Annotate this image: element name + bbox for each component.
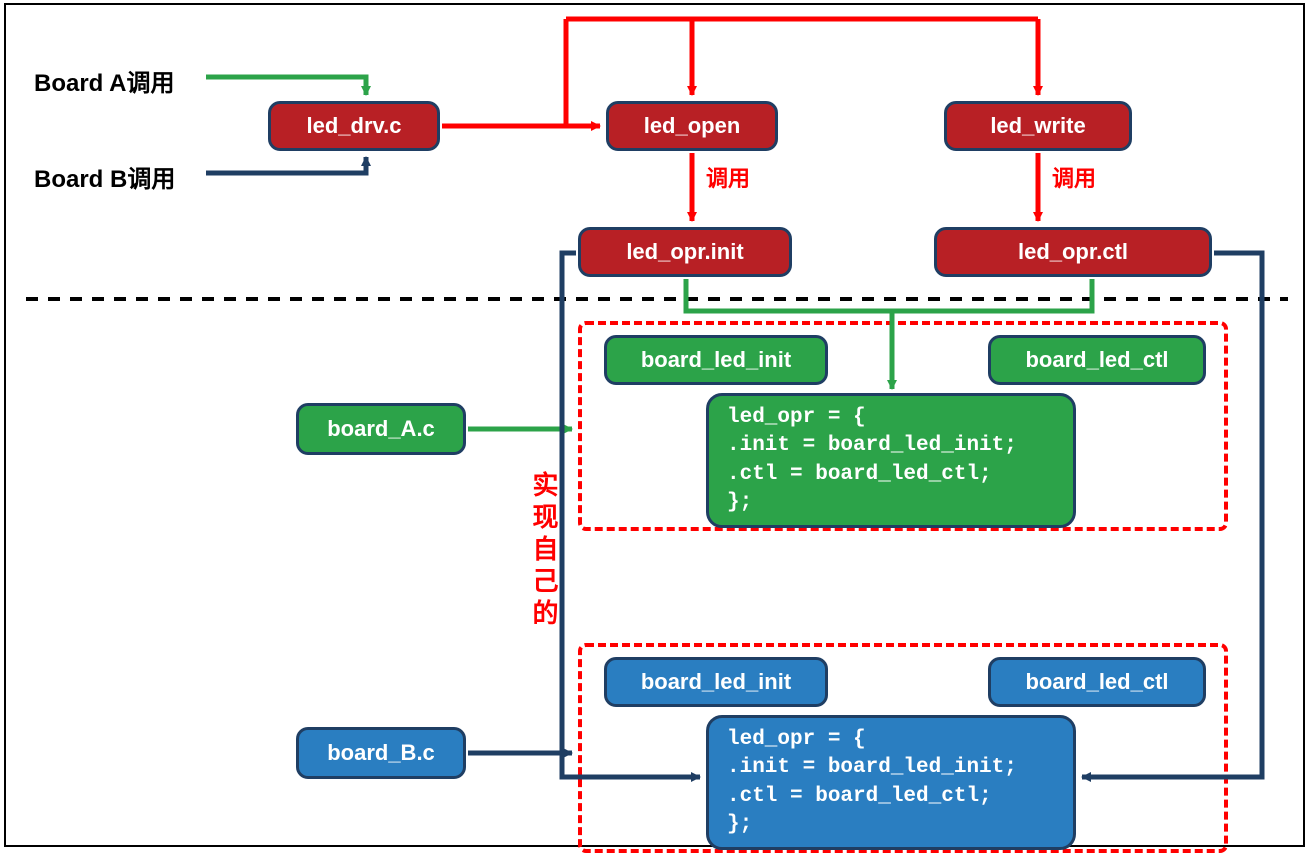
node-board-led-init-a: board_led_init [604,335,828,385]
node-text: board_A.c [327,416,435,442]
code-line: .init = board_led_init; [727,432,1055,460]
code-line: .ctl = board_led_ctl; [727,783,1055,811]
codebox-opr-b: led_opr = { .init = board_led_init; .ctl… [706,715,1076,850]
node-board-led-ctl-a: board_led_ctl [988,335,1206,385]
diagram-canvas: led_drv.c led_open led_write led_opr.ini… [4,3,1305,847]
node-led-open: led_open [606,101,778,151]
node-text: board_led_init [641,669,791,695]
label-call-open: 调用 [706,161,750,193]
code-line: led_opr = { [727,404,1055,432]
node-text: led_write [990,113,1085,139]
node-text: board_B.c [327,740,435,766]
label-call-write: 调用 [1052,161,1096,193]
code-line: }; [727,811,1055,839]
code-line: .ctl = board_led_ctl; [727,461,1055,489]
code-line: led_opr = { [727,726,1055,754]
node-led-drv: led_drv.c [268,101,440,151]
node-board-a: board_A.c [296,403,466,455]
node-text: board_led_ctl [1025,669,1168,695]
node-board-b: board_B.c [296,727,466,779]
node-text: led_open [644,113,741,139]
node-text: led_drv.c [307,113,402,139]
label-board-b-call: Board B调用 [34,159,175,194]
code-line: }; [727,489,1055,517]
node-led-opr-ctl: led_opr.ctl [934,227,1212,277]
node-text: led_opr.init [626,239,743,265]
node-text: board_led_init [641,347,791,373]
codebox-opr-a: led_opr = { .init = board_led_init; .ctl… [706,393,1076,528]
node-led-write: led_write [944,101,1132,151]
node-text: board_led_ctl [1025,347,1168,373]
node-led-opr-init: led_opr.init [578,227,792,277]
code-line: .init = board_led_init; [727,754,1055,782]
label-board-a-call: Board A调用 [34,63,174,98]
node-board-led-ctl-b: board_led_ctl [988,657,1206,707]
label-impl-self: 实现自己的 [526,471,563,631]
node-text: led_opr.ctl [1018,239,1128,265]
node-board-led-init-b: board_led_init [604,657,828,707]
